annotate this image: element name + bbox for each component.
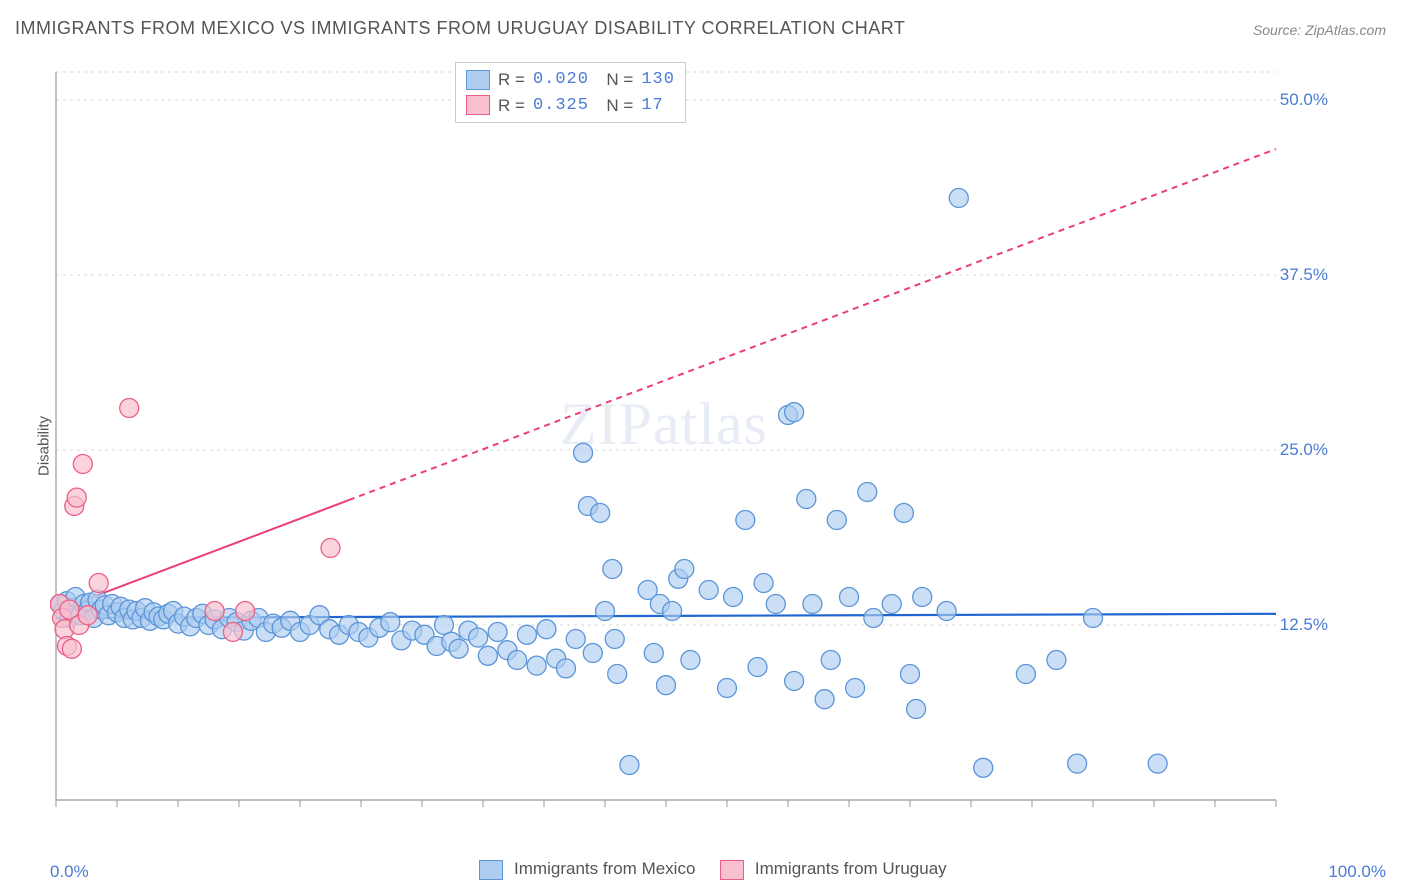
x-axis-max: 100.0% (1328, 862, 1386, 882)
source-label: Source: ZipAtlas.com (1253, 22, 1386, 38)
swatch-mexico-bottom (479, 860, 503, 880)
swatch-mexico (466, 70, 490, 90)
swatch-uruguay-bottom (720, 860, 744, 880)
legend-label-mexico: Immigrants from Mexico (514, 859, 695, 878)
series-legend: Immigrants from Mexico Immigrants from U… (0, 859, 1406, 880)
svg-text:50.0%: 50.0% (1280, 90, 1328, 109)
legend-label-uruguay: Immigrants from Uruguay (755, 859, 947, 878)
svg-text:12.5%: 12.5% (1280, 615, 1328, 634)
legend-row-mexico: R = 0.020 N = 130 (466, 67, 675, 93)
chart-title: IMMIGRANTS FROM MEXICO VS IMMIGRANTS FRO… (15, 18, 905, 39)
x-axis-min: 0.0% (50, 862, 89, 882)
svg-text:37.5%: 37.5% (1280, 265, 1328, 284)
scatter-plot: 12.5% 25.0% 37.5% 50.0% (50, 60, 1336, 830)
svg-text:25.0%: 25.0% (1280, 440, 1328, 459)
legend-row-uruguay: R = 0.325 N = 17 (466, 93, 675, 119)
correlation-legend: R = 0.020 N = 130 R = 0.325 N = 17 (455, 62, 686, 123)
swatch-uruguay (466, 95, 490, 115)
